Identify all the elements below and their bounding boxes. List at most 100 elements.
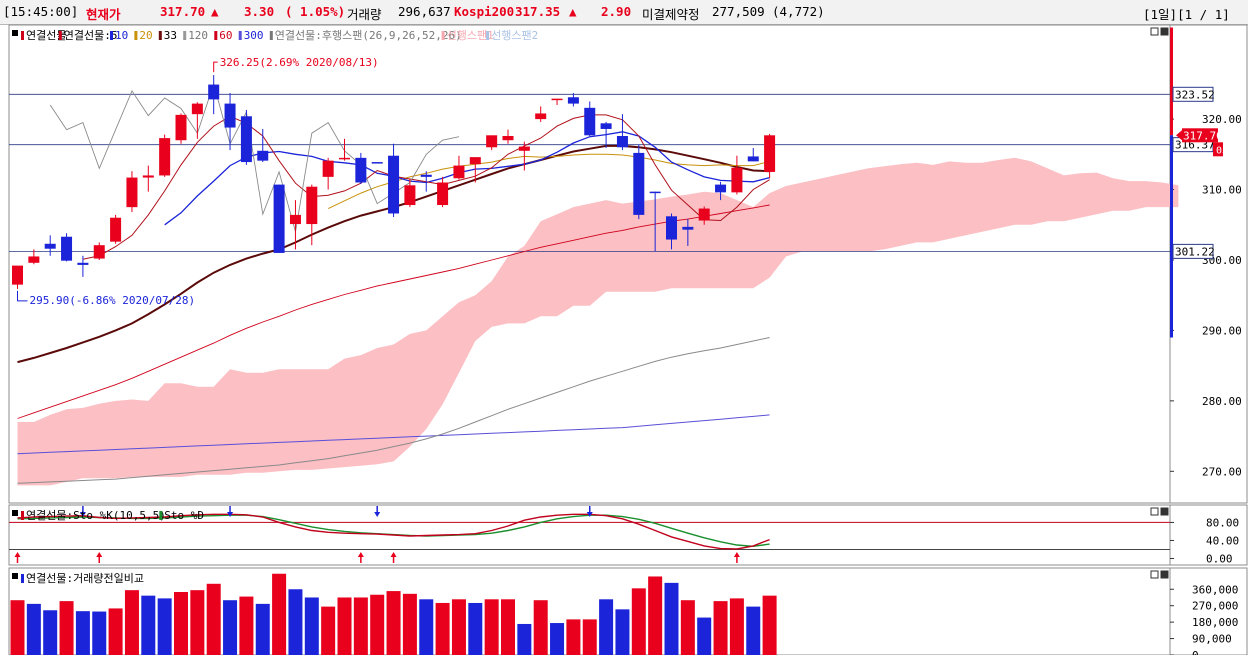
volume-bar <box>582 619 597 655</box>
main-legend-item: 선행스팬1 <box>447 29 494 42</box>
sto-k-line <box>17 513 770 550</box>
candle-body <box>502 136 514 141</box>
volume-bar <box>223 600 238 655</box>
volume-bar <box>321 606 336 655</box>
volume-bar <box>631 588 646 655</box>
chart-canvas[interactable]: 326.25(2.69% 2020/08/13) 295.90(-6.86% 20… <box>0 24 1248 655</box>
ma120-line <box>17 337 770 484</box>
volume-bar <box>272 573 287 655</box>
candle-body <box>388 155 400 214</box>
low-annotation: 295.90(-6.86% 2020/07/28) <box>30 294 196 307</box>
candle-body <box>191 103 203 115</box>
candle-body <box>175 114 187 141</box>
price-level-tag <box>1172 243 1214 259</box>
candle-body <box>208 84 220 100</box>
pct-tag-label: 05%) <box>1216 145 1240 156</box>
volume-bar <box>680 600 695 655</box>
header-period[interactable]: [1일][1 / 1] <box>1143 7 1230 22</box>
candle-body <box>616 136 628 148</box>
candle-body <box>240 116 252 163</box>
candle-body <box>682 226 694 230</box>
axis-frame <box>1169 567 1248 655</box>
price-level-tag-label: 323.52 <box>1175 88 1215 101</box>
volume-bar <box>451 599 466 655</box>
pane-close-button[interactable] <box>1160 507 1169 516</box>
candle-body <box>715 184 727 193</box>
price-axis-label: 280.00 <box>1202 395 1242 408</box>
candle-body <box>567 97 579 104</box>
quote-header-bar: [15:45:00] 현재가 317.70 ▲ 3.30 ( 1.05%) 거래… <box>0 0 1248 25</box>
legend-marker <box>183 31 187 40</box>
candle-body <box>306 186 318 225</box>
price-level-tag-label: 301.22 <box>1175 245 1215 258</box>
volume-axis-label: 180,000 <box>1192 616 1238 629</box>
pane-restore-button[interactable] <box>1150 27 1159 36</box>
sto-legend-item: 연결선물:Sto %K(10,5,5) <box>26 509 166 522</box>
volume-bar <box>108 608 123 655</box>
ma300-line <box>17 414 770 455</box>
candle-body <box>257 150 269 161</box>
volume-bar <box>288 589 303 655</box>
candle-body <box>584 107 596 136</box>
sto-signal-arrow <box>390 552 397 557</box>
volume-bar <box>239 596 254 655</box>
legend-marker <box>159 511 163 520</box>
ma60-line <box>17 204 770 419</box>
candle-body <box>666 216 677 240</box>
header-change: 3.30 <box>244 4 275 19</box>
pane-close-button[interactable] <box>1160 570 1169 579</box>
volume-bar <box>566 619 581 655</box>
main-legend-item: 연결선물:후행스팬(26,9,26,52,26) <box>275 29 462 42</box>
header-oi-label: 미결제약정 <box>642 7 700 22</box>
volume-axis-label: 360,000 <box>1192 583 1238 596</box>
volume-bar <box>190 590 205 655</box>
sto-axis-label: 80.00 <box>1206 516 1239 529</box>
candle-body <box>453 165 465 179</box>
legend-marker <box>21 574 24 583</box>
axis-frame <box>1169 504 1248 566</box>
header-current-price: 317.70 <box>160 4 206 19</box>
volume-bar <box>419 599 434 655</box>
legend-marker <box>110 31 113 40</box>
header-change-pct: ( 1.05%) <box>285 4 346 19</box>
candle-body <box>61 236 73 261</box>
legend-marker <box>134 31 138 40</box>
legend-marker <box>269 31 273 40</box>
candle-body <box>224 103 236 128</box>
volume-bar <box>697 617 712 655</box>
candle-body <box>159 138 171 176</box>
volume-bar <box>599 599 614 655</box>
volume-bar <box>174 592 188 655</box>
volume-bar <box>664 582 679 655</box>
volume-bar <box>501 599 515 655</box>
candle-body <box>28 256 40 263</box>
candle-body <box>486 135 498 148</box>
legend-marker <box>214 31 218 40</box>
volume-bar <box>550 623 565 655</box>
candle-body <box>698 208 710 221</box>
volume-bar <box>255 603 270 655</box>
main-legend-item: 20 <box>139 29 152 42</box>
pane-restore-button[interactable] <box>1150 570 1159 579</box>
main-legend-item: 10 <box>115 29 128 42</box>
volume-axis-label: 90,000 <box>1192 633 1232 646</box>
pane-restore-button[interactable] <box>1150 507 1159 516</box>
candle-body <box>77 262 89 265</box>
volume-bar <box>304 597 319 655</box>
header-kospi-label: Kospi200 <box>454 4 515 19</box>
candle-body <box>12 265 23 285</box>
volume-bar <box>370 594 385 655</box>
volume-bar <box>353 597 368 655</box>
sto-signal-arrow <box>733 552 740 557</box>
volume-bar <box>402 593 417 655</box>
candle-body <box>110 217 122 242</box>
candle-body <box>339 157 350 160</box>
ichimoku-cloud <box>17 157 1179 486</box>
main-legend-item: 33 <box>164 29 177 42</box>
header-current-label: 현재가 <box>86 7 121 22</box>
pane-close-button[interactable] <box>1160 27 1169 36</box>
volume-bar <box>92 611 107 655</box>
header-oi-value: 277,509 <box>712 4 765 19</box>
volume-bar <box>648 576 663 655</box>
candle-body <box>404 185 416 206</box>
